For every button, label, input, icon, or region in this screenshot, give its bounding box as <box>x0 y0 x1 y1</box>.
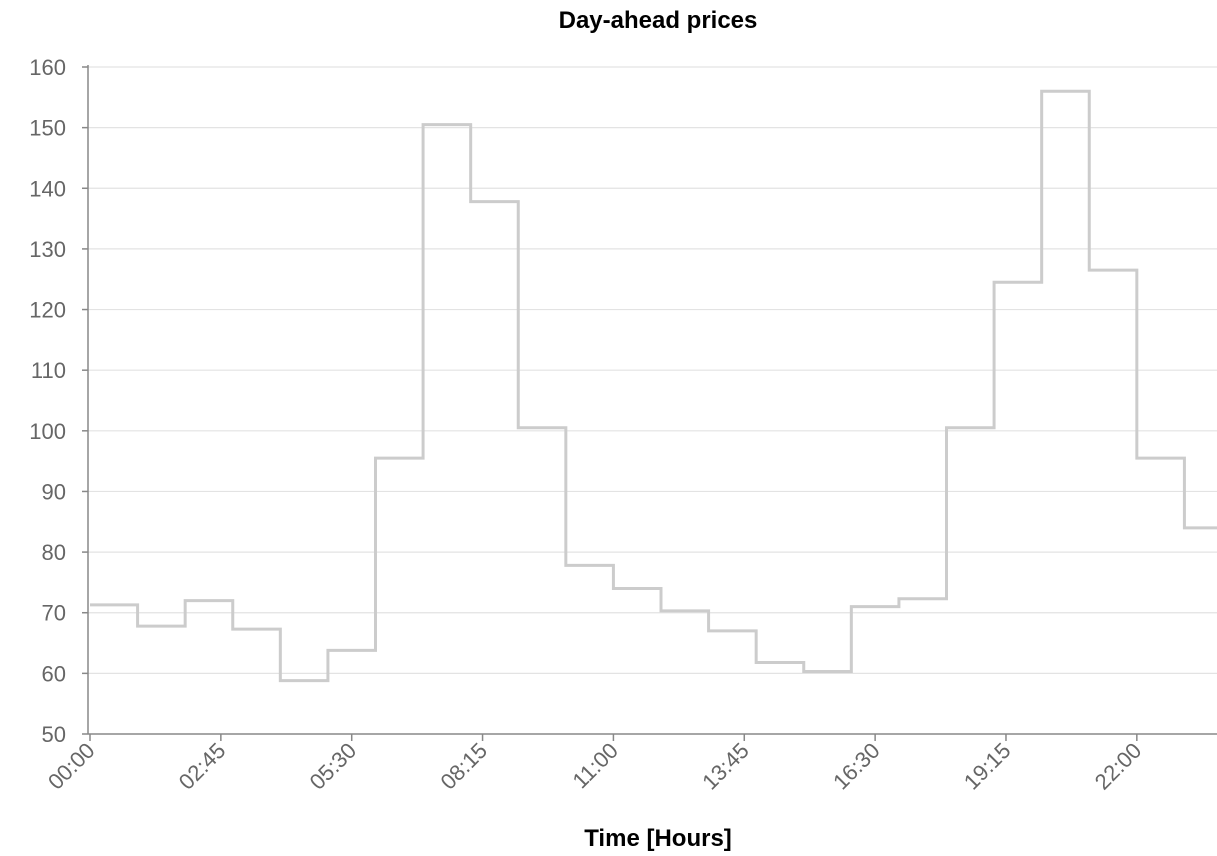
x-tick-label: 02:45 <box>174 738 231 795</box>
x-tick-label: 11:00 <box>567 738 622 793</box>
x-tick-label: 22:00 <box>1090 738 1147 795</box>
y-tick-label: 60 <box>42 661 66 686</box>
price-step-line <box>90 89 1217 683</box>
y-tick-label: 90 <box>42 479 66 504</box>
y-tick-label: 80 <box>42 540 66 565</box>
grid-lines <box>88 66 1217 674</box>
y-tick-label: 130 <box>29 237 66 262</box>
chart-title: Day-ahead prices <box>559 7 758 34</box>
x-tick-label: 16:30 <box>828 738 885 795</box>
x-tick-label: 13:45 <box>697 738 754 795</box>
series-layer <box>90 89 1217 683</box>
y-tick-label: 120 <box>29 298 66 323</box>
x-tick-label: 05:30 <box>305 738 362 795</box>
y-tick-label: 150 <box>29 116 66 141</box>
y-tick-label: 140 <box>29 176 66 201</box>
axes <box>82 65 1217 741</box>
y-tick-label: 110 <box>31 358 66 383</box>
y-tick-label: 160 <box>29 55 66 80</box>
x-tick-label: 08:15 <box>435 738 492 795</box>
y-tick-label: 100 <box>29 419 66 444</box>
y-tick-label: 70 <box>42 601 66 626</box>
y-tick-labels: 50 60 70 80 90 100 110 120 130 140 150 160 <box>29 55 66 747</box>
x-tick-labels: 00:00 02:45 05:30 08:15 11:00 13:45 16:30 19:15… <box>43 738 1146 795</box>
x-tick-label: 19:15 <box>959 738 1016 795</box>
x-axis-label: Time [Hours] <box>584 825 732 852</box>
y-tick-label: 50 <box>42 722 66 747</box>
